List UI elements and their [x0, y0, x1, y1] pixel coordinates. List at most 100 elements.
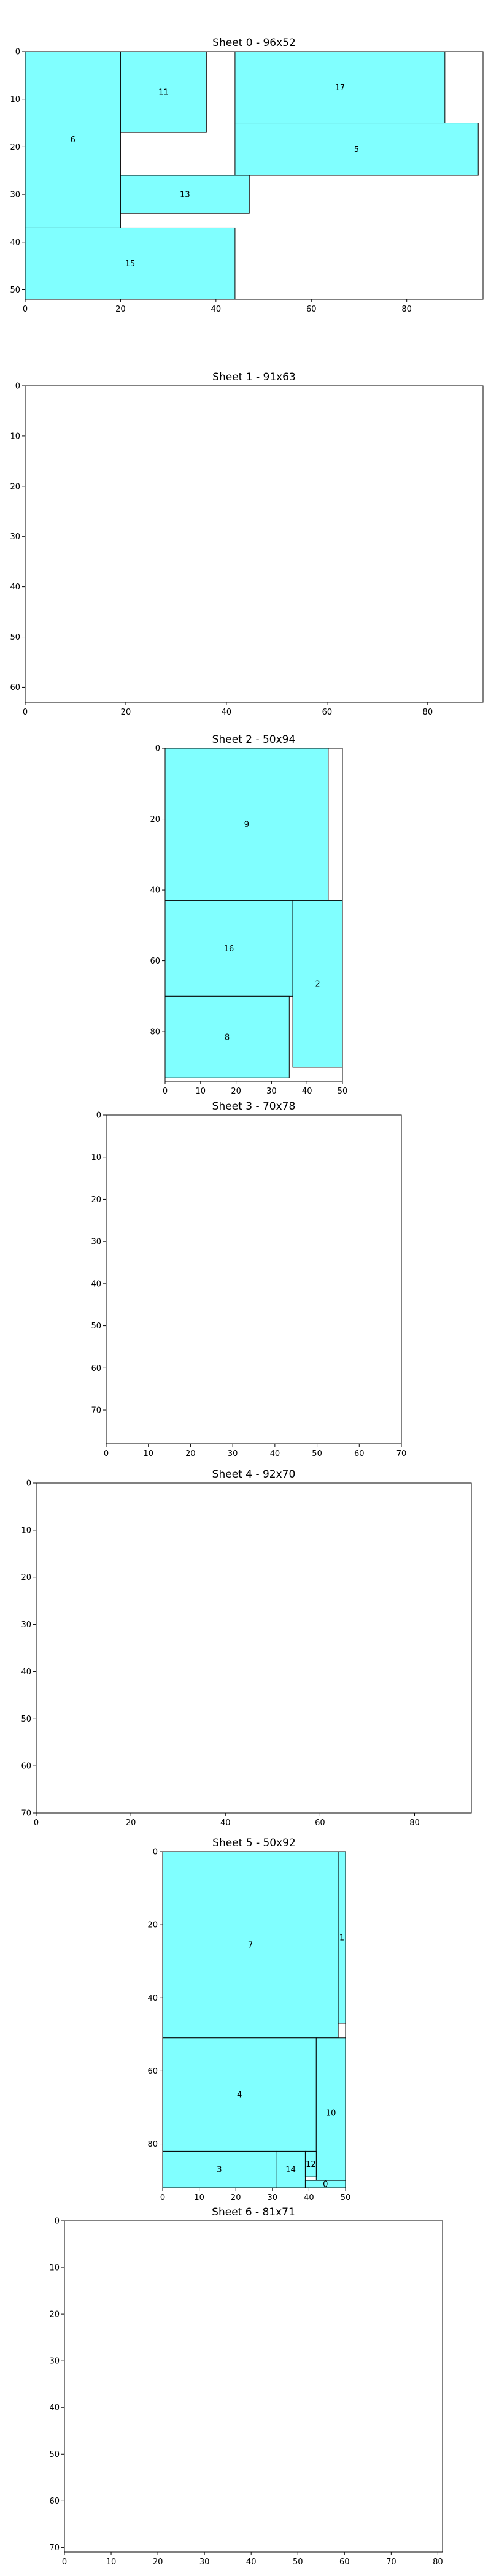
x-tick-label: 80 [409, 1819, 420, 1828]
y-tick-label: 30 [10, 532, 20, 542]
y-tick-label: 40 [49, 2404, 60, 2413]
piece-label: 13 [180, 191, 190, 200]
y-tick-label: 20 [49, 2310, 60, 2320]
x-tick-label: 40 [270, 1449, 280, 1459]
axes-frame [106, 1114, 402, 1444]
x-tick-label: 30 [228, 1449, 238, 1459]
y-tick-label: 40 [10, 238, 20, 247]
piece-label: 4 [237, 2091, 242, 2100]
piece-rect [292, 900, 343, 1068]
y-tick-label: 70 [49, 2543, 60, 2553]
x-tick-label: 40 [246, 2558, 257, 2567]
x-tick-label: 50 [312, 1449, 322, 1459]
axes-frame [162, 1851, 346, 2188]
y-tick-label: 0 [153, 1848, 158, 1857]
y-tick-label: 10 [49, 2264, 60, 2273]
x-tick-label: 80 [423, 708, 433, 717]
x-tick-label: 20 [185, 1449, 196, 1459]
x-tick-label: 70 [396, 1449, 407, 1459]
x-tick-label: 50 [293, 2558, 303, 2567]
piece-label: 2 [315, 980, 320, 989]
axes-frame [25, 51, 484, 300]
x-tick-label: 40 [222, 708, 232, 717]
piece-rect [120, 51, 207, 133]
y-tick-label: 60 [21, 1762, 31, 1771]
x-tick-label: 60 [322, 708, 333, 717]
x-tick-label: 40 [220, 1819, 231, 1828]
y-tick-label: 20 [21, 1573, 31, 1582]
y-tick-label: 20 [147, 1921, 158, 1930]
y-tick-label: 60 [10, 683, 20, 692]
y-tick-label: 0 [26, 1479, 31, 1489]
piece-rect [120, 175, 250, 214]
axes-frame [64, 2220, 443, 2553]
y-tick-label: 0 [15, 382, 20, 391]
y-tick-label: 0 [15, 48, 20, 57]
x-tick-label: 60 [306, 305, 317, 314]
x-tick-label: 60 [315, 1819, 325, 1828]
piece-rect [25, 51, 121, 228]
x-tick-label: 20 [231, 2193, 241, 2202]
piece-label: 6 [71, 136, 75, 145]
axes-frame [36, 1482, 472, 1814]
piece-label: 14 [285, 2166, 296, 2175]
sheet-title: Sheet 1 - 91x63 [212, 371, 296, 383]
x-tick-label: 60 [354, 1449, 365, 1459]
piece-rect [162, 1851, 339, 2039]
y-tick-label: 10 [21, 1526, 31, 1535]
piece-rect [304, 2150, 317, 2177]
x-tick-label: 30 [199, 2558, 210, 2567]
piece-rect [25, 227, 236, 300]
x-tick-label: 20 [153, 2558, 163, 2567]
y-tick-label: 0 [96, 1111, 101, 1121]
y-tick-label: 40 [10, 583, 20, 592]
piece-label: 9 [244, 821, 249, 830]
x-tick-label: 0 [23, 305, 28, 314]
x-tick-label: 50 [338, 1087, 348, 1096]
y-tick-label: 70 [91, 1406, 101, 1416]
y-tick-label: 50 [49, 2450, 60, 2459]
y-tick-label: 0 [55, 2217, 60, 2226]
sheet-title: Sheet 6 - 81x71 [212, 2206, 295, 2218]
piece-label: 5 [354, 145, 359, 155]
x-tick-label: 30 [266, 1087, 277, 1096]
x-tick-label: 0 [160, 2193, 165, 2202]
y-tick-label: 10 [91, 1153, 101, 1162]
piece-rect [234, 123, 479, 176]
piece-label: 12 [306, 2160, 316, 2169]
piece-label: 8 [225, 1033, 230, 1042]
x-tick-label: 80 [401, 305, 412, 314]
x-tick-label: 10 [106, 2558, 117, 2567]
y-tick-label: 10 [10, 432, 20, 441]
y-tick-label: 60 [49, 2497, 60, 2506]
y-tick-label: 40 [150, 886, 160, 895]
piece-label: 11 [158, 88, 169, 98]
piece-label: 1 [339, 1933, 344, 1942]
piece-label: 15 [125, 259, 136, 269]
x-tick-label: 60 [339, 2558, 350, 2567]
y-tick-label: 70 [21, 1809, 31, 1819]
y-tick-label: 30 [21, 1620, 31, 1630]
x-tick-label: 10 [194, 2193, 204, 2202]
y-tick-label: 40 [21, 1668, 31, 1677]
x-tick-label: 20 [121, 708, 131, 717]
sheet-title: Sheet 5 - 50x92 [212, 1837, 296, 1849]
x-tick-label: 80 [433, 2558, 443, 2567]
sheet-title: Sheet 2 - 50x94 [212, 734, 296, 746]
axes-frame [25, 385, 484, 703]
x-tick-label: 0 [163, 1087, 168, 1096]
y-tick-label: 60 [91, 1364, 101, 1373]
x-tick-label: 30 [268, 2193, 278, 2202]
x-tick-label: 0 [23, 708, 28, 717]
y-tick-label: 20 [10, 143, 20, 152]
y-tick-label: 30 [10, 191, 20, 200]
piece-label: 10 [326, 2109, 336, 2118]
y-tick-label: 50 [10, 286, 20, 295]
y-tick-label: 20 [150, 815, 160, 824]
y-tick-label: 60 [147, 2067, 158, 2076]
x-tick-label: 0 [34, 1819, 39, 1828]
x-tick-label: 20 [231, 1087, 241, 1096]
piece-label: 17 [335, 83, 346, 93]
